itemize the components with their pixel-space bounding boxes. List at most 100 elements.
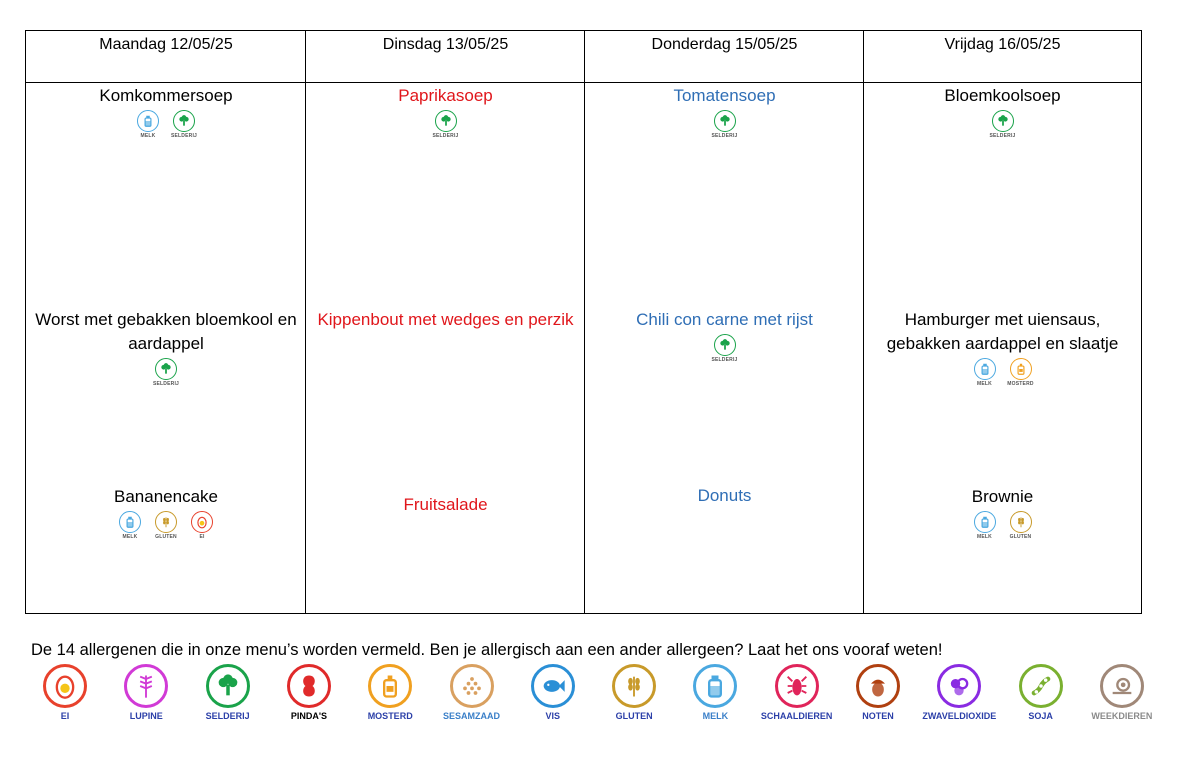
day-header: Maandag 12/05/25 <box>99 36 233 53</box>
legend-item-noten: NOTEN <box>838 664 918 721</box>
broccoli-icon <box>991 110 1014 132</box>
lupine-icon <box>124 664 169 708</box>
allergen-label: MELK <box>977 381 992 387</box>
broccoli-icon <box>205 664 250 708</box>
legend-label: SELDERIJ <box>205 711 250 721</box>
main-cell: Worst met gebakken bloemkool en aardappe… <box>32 308 300 388</box>
legend-label: PINDA'S <box>290 711 327 721</box>
sesame-icon <box>449 664 494 708</box>
menu-body: Komkommersoep MELK SELDERIJ Worst met geb… <box>26 83 1141 613</box>
main-cell: Kippenbout met wedges en perzik <box>312 308 579 334</box>
allergen-label: GLUTEN <box>1009 534 1032 540</box>
column-divider <box>863 31 864 613</box>
snail-icon <box>1099 664 1144 708</box>
legend-label: SESAMZAAD <box>442 711 500 721</box>
dessert-cell: Bananencake MELK GLUTEN EI <box>32 485 300 541</box>
dessert-cell: Donuts <box>591 484 858 510</box>
allergen-label: MOSTERD <box>1007 381 1034 387</box>
allergen-icons: SELDERIJ <box>591 110 858 140</box>
allergen-label: EI <box>199 534 205 540</box>
allergen-melk: MELK <box>972 358 998 388</box>
allergen-gluten: GLUTEN <box>1008 511 1034 541</box>
wheat-icon <box>155 511 177 533</box>
allergen-label: MELK <box>140 133 156 139</box>
allergen-label: MELK <box>977 534 992 540</box>
legend-label: WEEKDIEREN <box>1091 711 1153 721</box>
milk-bottle-icon <box>973 358 996 380</box>
allergen-mosterd: MOSTERD <box>1007 358 1034 388</box>
legend-item-melk: MELK <box>675 664 755 721</box>
legend-item-weekdieren: WEEKDIEREN <box>1082 664 1162 721</box>
allergen-label: SELDERIJ <box>152 381 180 387</box>
allergen-selderij: SELDERIJ <box>711 110 738 140</box>
legend-item-ei: EI <box>25 664 105 721</box>
allergen-notice: De 14 allergenen die in onze menu’s word… <box>31 641 943 659</box>
mustard-bottle-icon <box>1009 358 1032 380</box>
dessert-name: Donuts <box>697 486 752 505</box>
lobster-icon <box>774 664 819 708</box>
egg-icon <box>191 511 213 533</box>
allergen-legend: EI LUPINE SELDERIJ PINDA'S MOSTERD SESAMZAAD V… <box>25 664 1165 734</box>
legend-label: GLUTEN <box>615 711 653 721</box>
column-divider <box>305 31 306 613</box>
legend-item-sesamzaad: SESAMZAAD <box>432 664 512 721</box>
dessert-name: Brownie <box>971 487 1034 506</box>
allergen-icons: SELDERIJ <box>312 110 579 140</box>
allergen-selderij: SELDERIJ <box>711 334 738 364</box>
dessert-name: Bananencake <box>114 487 218 506</box>
day-column-dinsdag: Paprikasoep SELDERIJ Kippenbout met wedg… <box>306 83 585 613</box>
legend-label: ZWAVELDIOXIDE <box>922 711 997 721</box>
allergen-label: SELDERIJ <box>989 133 1016 139</box>
peanut-icon <box>286 664 331 708</box>
legend-item-soja: SOJA <box>1001 664 1081 721</box>
day-column-donderdag: Tomatensoep SELDERIJ Chili con carne met… <box>585 83 864 613</box>
soup-cell: Bloemkoolsoep SELDERIJ <box>870 84 1135 140</box>
milk-bottle-icon <box>119 511 141 533</box>
legend-label: MELK <box>702 711 729 721</box>
legend-item-vis: VIS <box>513 664 593 721</box>
allergen-label: SELDERIJ <box>432 133 459 139</box>
legend-item-pindas: PINDA'S <box>269 664 349 721</box>
allergen-icons: SELDERIJ <box>591 334 858 364</box>
main-cell: Hamburger met uiensaus, gebakken aardapp… <box>870 308 1135 388</box>
soup-name: Tomatensoep <box>673 86 776 105</box>
soy-bean-icon <box>1018 664 1063 708</box>
soup-name: Paprikasoep <box>398 86 493 105</box>
allergen-selderij: SELDERIJ <box>171 110 197 140</box>
broccoli-icon <box>713 334 736 356</box>
allergen-ei: EI <box>189 511 215 541</box>
dessert-cell: Fruitsalade <box>312 493 579 519</box>
wheat-icon <box>1009 511 1032 533</box>
legend-label: SOJA <box>1028 711 1053 721</box>
weekly-menu-table: Maandag 12/05/25 Dinsdag 13/05/25 Donder… <box>25 30 1142 614</box>
soup-cell: Tomatensoep SELDERIJ <box>591 84 858 140</box>
legend-label: MOSTERD <box>367 711 413 721</box>
day-header: Dinsdag 13/05/25 <box>382 36 509 53</box>
allergen-label: SELDERIJ <box>711 133 738 139</box>
allergen-icons: MELK SELDERIJ <box>32 110 300 140</box>
allergen-melk: MELK <box>117 511 143 541</box>
legend-item-zwaveldioxide: ZWAVELDIOXIDE <box>919 664 999 721</box>
broccoli-icon <box>173 110 195 132</box>
milk-bottle-icon <box>693 664 738 708</box>
main-dish-name: Kippenbout met wedges en perzik <box>317 310 574 329</box>
day-header: Donderdag 15/05/25 <box>651 36 798 53</box>
allergen-icons: MELK GLUTEN <box>870 511 1135 541</box>
legend-item-schaaldieren: SCHAALDIEREN <box>757 664 837 721</box>
egg-icon <box>43 664 87 708</box>
legend-item-selderij: SELDERIJ <box>188 664 268 721</box>
main-cell: Chili con carne met rijst SELDERIJ <box>591 308 858 364</box>
allergen-selderij: SELDERIJ <box>153 358 179 388</box>
fish-icon <box>530 664 575 708</box>
legend-label: EI <box>60 711 70 721</box>
dessert-name: Fruitsalade <box>403 495 488 514</box>
allergen-label: SELDERIJ <box>711 357 738 363</box>
allergen-icons: SELDERIJ <box>870 110 1135 140</box>
day-column-vrijdag: Bloemkoolsoep SELDERIJ Hamburger met uie… <box>864 83 1141 613</box>
mustard-bottle-icon <box>368 664 413 708</box>
soup-name: Bloemkoolsoep <box>944 86 1061 105</box>
soup-cell: Paprikasoep SELDERIJ <box>312 84 579 140</box>
broccoli-icon <box>434 110 457 132</box>
allergen-label: SELDERIJ <box>170 133 198 139</box>
main-dish-name: Worst met gebakken bloemkool en aardappe… <box>35 310 297 353</box>
